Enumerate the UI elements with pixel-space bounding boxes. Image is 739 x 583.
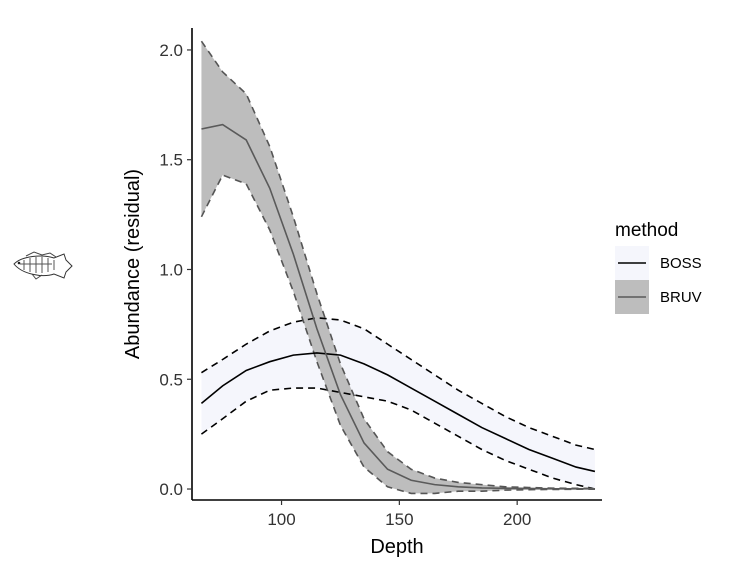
y-tick-label: 0.0 [159,480,183,499]
x-tick-label: 200 [503,510,531,529]
legend-item-bruv: BRUV [615,280,702,314]
axes: 100 150 200 0.0 0.5 1.0 1.5 2.0 [159,28,602,529]
upper-bound-bruv [200,40,595,490]
ribbon-boss [201,317,595,490]
y-tick-label: 1.5 [159,151,183,170]
y-tick-label: 2.0 [159,41,183,60]
lower-bound-bruv [200,174,595,495]
legend-items: BOSS BRUV [615,246,702,314]
x-ticks: 100 150 200 [267,500,531,529]
lower-bound-boss [200,387,596,490]
ribbon-bruv [201,41,595,494]
confidence-ribbons [201,41,595,494]
y-axis-title: Abundance (residual) [122,169,144,359]
y-ticks: 0.0 0.5 1.0 1.5 2.0 [159,41,192,499]
legend-label-boss: BOSS [660,255,702,272]
fit-line-bruv [201,123,595,490]
x-axis-title: Depth [370,536,423,558]
x-tick-label: 150 [385,510,413,529]
confidence-bounds [200,40,596,495]
legend-title: method [615,220,678,241]
fitted-lines [200,123,596,490]
x-tick-label: 100 [267,510,295,529]
fish-icon [13,251,73,280]
legend-item-boss: BOSS [615,246,702,280]
legend-label-bruv: BRUV [660,289,702,306]
y-tick-label: 0.5 [159,370,183,389]
legend: method BOSS BRUV [615,220,702,314]
plot-area [200,40,596,495]
upper-bound-boss [201,316,596,451]
y-tick-label: 1.0 [159,260,183,279]
fit-line-boss [200,352,596,473]
